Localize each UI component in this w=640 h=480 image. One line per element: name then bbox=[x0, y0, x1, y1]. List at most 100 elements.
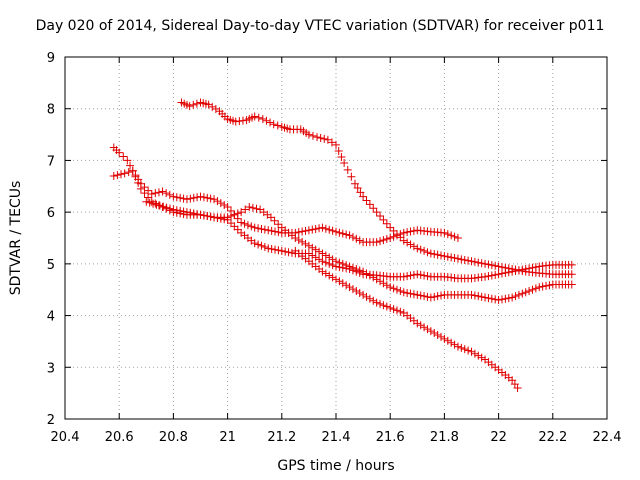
data-point bbox=[311, 253, 320, 262]
data-point bbox=[325, 259, 334, 268]
data-point bbox=[497, 295, 506, 304]
data-point bbox=[477, 292, 486, 301]
data-point bbox=[484, 294, 493, 303]
data-point bbox=[426, 249, 435, 258]
data-point bbox=[235, 117, 244, 126]
data-point bbox=[447, 253, 456, 262]
data-point bbox=[140, 189, 149, 198]
data-point bbox=[274, 220, 283, 229]
data-point bbox=[109, 171, 118, 180]
data-point bbox=[189, 100, 198, 109]
data-point bbox=[403, 228, 412, 237]
data-point bbox=[376, 212, 385, 221]
data-point bbox=[248, 203, 257, 212]
x-axis-label: GPS time / hours bbox=[277, 458, 394, 474]
data-point bbox=[189, 193, 198, 202]
data-point bbox=[321, 269, 330, 278]
data-point bbox=[203, 212, 212, 221]
data-point bbox=[440, 228, 449, 237]
y-tick-label: 9 bbox=[47, 51, 55, 66]
x-tick-label: 20.6 bbox=[105, 430, 134, 445]
data-point bbox=[423, 325, 432, 334]
data-point bbox=[382, 235, 391, 244]
data-point bbox=[396, 307, 405, 316]
data-point bbox=[199, 211, 208, 220]
data-point bbox=[501, 268, 510, 277]
data-point bbox=[213, 197, 222, 206]
data-point bbox=[567, 260, 576, 269]
data-point bbox=[423, 248, 432, 257]
data-point bbox=[321, 224, 330, 233]
data-point bbox=[531, 263, 540, 272]
data-point bbox=[343, 165, 352, 174]
data-point bbox=[320, 134, 329, 143]
data-point bbox=[113, 171, 122, 180]
data-point bbox=[149, 199, 158, 208]
data-point bbox=[186, 208, 195, 217]
data-point bbox=[386, 283, 395, 292]
data-point bbox=[308, 131, 317, 140]
data-point bbox=[396, 287, 405, 296]
data-point bbox=[389, 305, 398, 314]
data-point bbox=[433, 292, 442, 301]
data-point bbox=[142, 197, 151, 206]
data-point bbox=[304, 226, 313, 235]
data-point bbox=[362, 196, 371, 205]
data-point bbox=[257, 224, 266, 233]
data-point bbox=[494, 270, 503, 279]
data-point bbox=[243, 221, 252, 230]
data-point bbox=[147, 190, 156, 199]
data-point bbox=[335, 263, 344, 272]
data-point bbox=[192, 99, 201, 108]
data-point bbox=[470, 257, 479, 266]
plot-frame bbox=[64, 56, 608, 420]
series-arc-a bbox=[177, 98, 576, 279]
data-point bbox=[355, 236, 364, 245]
data-point bbox=[460, 345, 469, 354]
data-point bbox=[474, 258, 483, 267]
data-point bbox=[301, 226, 310, 235]
data-point bbox=[315, 247, 324, 256]
data-point bbox=[528, 263, 537, 272]
chart-title: Day 020 of 2014, Sidereal Day-to-day VTE… bbox=[36, 18, 605, 34]
data-point bbox=[430, 250, 439, 259]
data-point bbox=[294, 235, 303, 244]
data-point bbox=[176, 193, 185, 202]
x-tick-label: 22.2 bbox=[538, 430, 567, 445]
data-point bbox=[281, 247, 290, 256]
y-tick-label: 3 bbox=[47, 361, 55, 376]
data-point bbox=[328, 273, 337, 282]
data-point bbox=[352, 287, 361, 296]
data-point bbox=[359, 192, 368, 201]
data-point bbox=[340, 159, 349, 168]
data-point bbox=[413, 319, 422, 328]
data-point bbox=[508, 267, 517, 276]
data-point bbox=[318, 249, 327, 258]
data-point bbox=[538, 282, 547, 291]
data-point bbox=[413, 244, 422, 253]
data-point bbox=[399, 236, 408, 245]
data-point bbox=[453, 234, 462, 242]
data-point bbox=[304, 130, 313, 139]
data-point bbox=[327, 138, 336, 147]
data-point bbox=[152, 200, 161, 209]
data-point bbox=[318, 267, 327, 276]
data-point bbox=[155, 201, 164, 210]
data-point bbox=[210, 213, 219, 222]
data-point bbox=[271, 245, 280, 254]
data-point bbox=[308, 225, 317, 234]
data-point bbox=[315, 224, 324, 233]
data-point bbox=[342, 281, 351, 290]
data-point bbox=[453, 254, 462, 263]
data-point bbox=[230, 222, 239, 231]
x-tick-label: 20.4 bbox=[51, 430, 80, 445]
data-point bbox=[345, 265, 354, 274]
data-point bbox=[494, 262, 503, 271]
data-point bbox=[126, 161, 135, 170]
data-point bbox=[528, 285, 537, 294]
data-point bbox=[203, 193, 212, 202]
data-point bbox=[491, 270, 500, 279]
data-point bbox=[352, 267, 361, 276]
data-point bbox=[403, 272, 412, 281]
data-point bbox=[406, 271, 415, 280]
